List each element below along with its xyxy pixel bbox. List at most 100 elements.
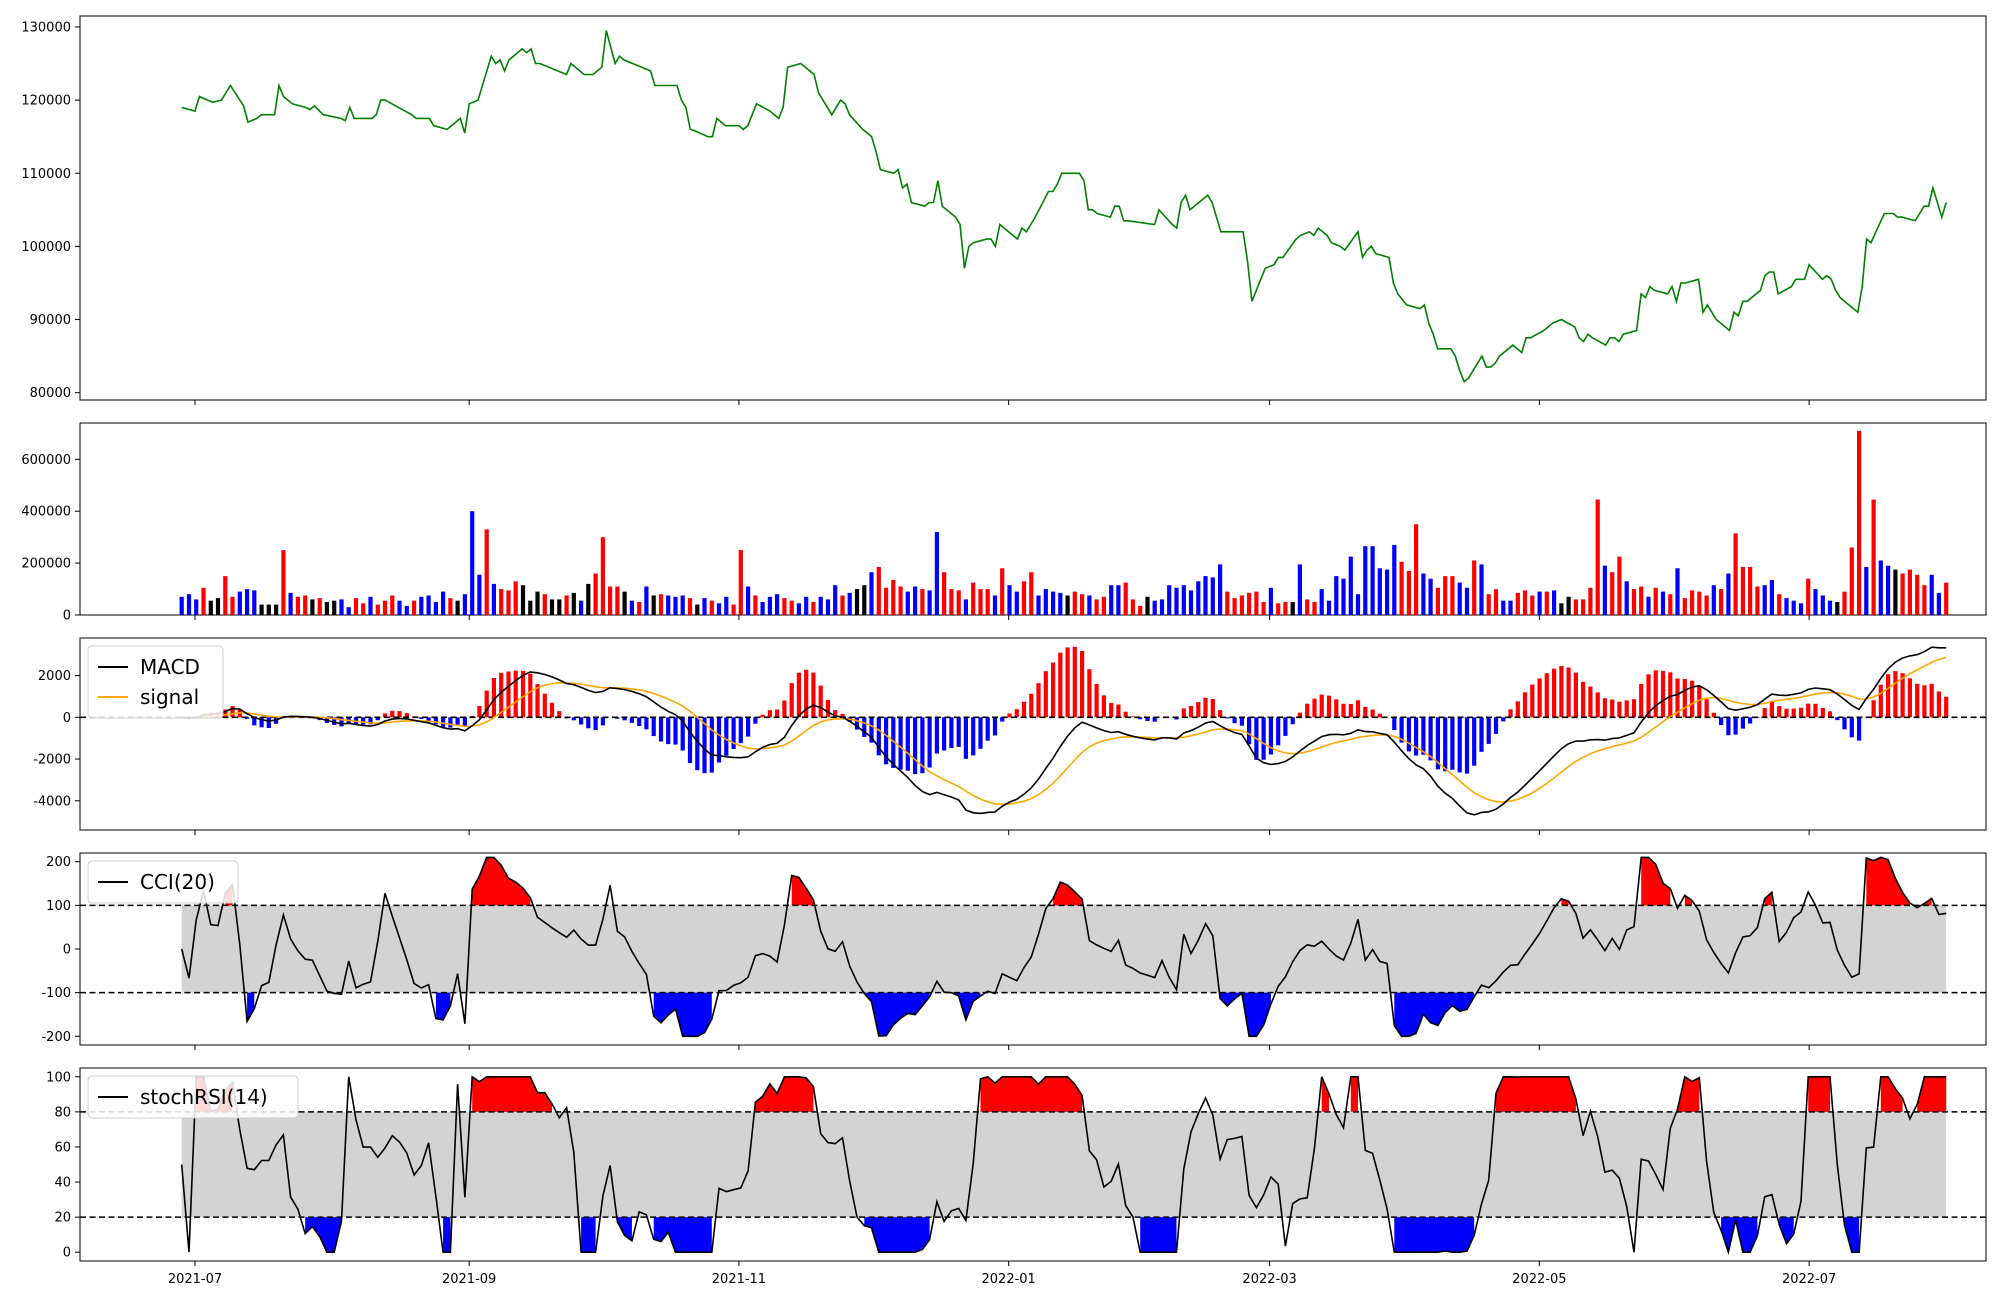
macd-histogram-bar <box>1871 700 1876 718</box>
macd-histogram-bar <box>600 717 605 726</box>
xtick-label: 2021-09 <box>442 1272 496 1287</box>
macd-histogram-bar <box>1290 717 1295 725</box>
volume-bar <box>1065 595 1070 615</box>
macd-histogram-bar <box>666 717 671 745</box>
volume-bar <box>1631 589 1637 615</box>
volume-bar <box>615 586 620 615</box>
macd-histogram-bar <box>1094 683 1099 718</box>
volume-bar <box>208 600 213 615</box>
macd-histogram-bar <box>1653 670 1658 718</box>
macd-histogram-bar <box>1886 674 1891 718</box>
volume-bar <box>702 598 707 615</box>
stochrsi-line <box>180 1075 1947 1256</box>
ytick-label: 100 <box>46 1070 71 1085</box>
volume-bar <box>491 583 496 615</box>
ytick-label: 130000 <box>21 20 71 35</box>
macd-histogram-bar <box>259 717 264 728</box>
macd-histogram-bar <box>1435 717 1440 770</box>
volume-bar <box>1210 577 1215 615</box>
macd-histogram-bar <box>419 717 424 719</box>
macd-histogram-bar <box>731 717 736 749</box>
stochrsi-overbought-fill <box>1350 1076 1358 1112</box>
cci-overbought-fill <box>1764 892 1772 906</box>
macd-histogram-bar <box>506 671 511 718</box>
volume-bar <box>353 598 359 615</box>
cci-line <box>180 856 1947 1038</box>
legend-macd: MACD signal <box>87 645 224 719</box>
ytick-label: 100000 <box>21 240 71 255</box>
legend-box <box>87 1075 299 1119</box>
macd-histogram-bar <box>1116 704 1121 718</box>
macd-histogram-bar <box>1312 698 1317 718</box>
volume-bar <box>230 596 235 615</box>
macd-histogram-bar <box>1711 712 1716 718</box>
stochrsi-oversold-fill <box>581 1217 596 1253</box>
macd-histogram-bar <box>1798 707 1804 718</box>
macd-histogram-bar <box>1835 717 1840 721</box>
volume-bar <box>1406 570 1411 615</box>
macd-histogram-bar <box>1827 711 1833 718</box>
macd-histogram-bar <box>1769 700 1774 718</box>
volume-bar <box>404 605 409 615</box>
macd-histogram-bar <box>1203 697 1208 718</box>
stochrsi-oversold-fill <box>1140 1217 1177 1253</box>
macd-histogram-bar <box>1319 694 1324 718</box>
volume-bar <box>1283 602 1288 615</box>
macd-histogram-bar <box>1348 704 1353 718</box>
macd-histogram-bar <box>1777 706 1782 718</box>
volume-bar <box>1544 591 1549 615</box>
macd-histogram-bar <box>862 717 867 737</box>
cci-overbought-fill <box>472 857 531 906</box>
macd-histogram-bar <box>1595 692 1600 718</box>
volume-bar <box>985 589 990 615</box>
macd-histogram-bar <box>1704 699 1709 718</box>
ytick-label: 40 <box>54 1176 71 1191</box>
macd-histogram-bar <box>971 717 976 756</box>
macd-histogram-bar <box>949 717 954 748</box>
macd-histogram-bar <box>1261 717 1266 760</box>
volume-bar <box>1036 595 1041 615</box>
volume-bar <box>1254 591 1259 615</box>
macd-histogram-bar <box>571 717 576 721</box>
volume-bar <box>339 599 344 615</box>
macd-histogram-bar <box>1283 717 1288 736</box>
volume-bar <box>1733 533 1738 615</box>
volume-bar <box>687 598 693 615</box>
volume-bar <box>1247 592 1252 615</box>
macd-histogram-bar <box>1363 706 1368 718</box>
volume-bar <box>1522 590 1528 615</box>
volume-bar <box>448 598 453 615</box>
macd-histogram-bar <box>724 717 729 756</box>
volume-bar <box>1399 561 1404 615</box>
volume-bar <box>1559 603 1564 615</box>
macd-histogram-bar <box>1305 703 1310 718</box>
volume-bar <box>477 574 482 615</box>
volume-bar <box>1021 581 1027 615</box>
volume-bar <box>1602 565 1607 615</box>
macd-histogram-bar <box>782 700 787 718</box>
macd-histogram-bar <box>869 717 874 743</box>
legend-label: stochRSI(14) <box>140 1085 268 1109</box>
macd-histogram-bar <box>738 717 743 744</box>
macd-histogram-bar <box>1573 672 1578 718</box>
volume-bar <box>194 599 199 615</box>
volume-bar <box>811 602 816 615</box>
volume-bar <box>1196 581 1201 615</box>
volume-bar <box>862 585 867 615</box>
macd-histogram-bar <box>1232 717 1237 724</box>
volume-bar <box>499 589 504 615</box>
volume-bar <box>571 592 576 615</box>
macd-histogram-bar <box>1450 717 1455 770</box>
stochrsi-oversold-fill <box>617 1217 632 1241</box>
macd-histogram-bar <box>1007 713 1012 718</box>
macd-histogram-bar <box>1602 698 1607 718</box>
macd-histogram-bar <box>985 717 990 741</box>
macd-histogram-bar <box>557 711 562 718</box>
volume-bar <box>1857 430 1862 615</box>
volume-bar <box>1312 602 1317 615</box>
xtick-label: 2022-07 <box>1782 1272 1836 1287</box>
volume-bar <box>1072 591 1077 615</box>
macd-histogram-bar <box>1522 692 1528 718</box>
volume-bar <box>1907 569 1912 615</box>
